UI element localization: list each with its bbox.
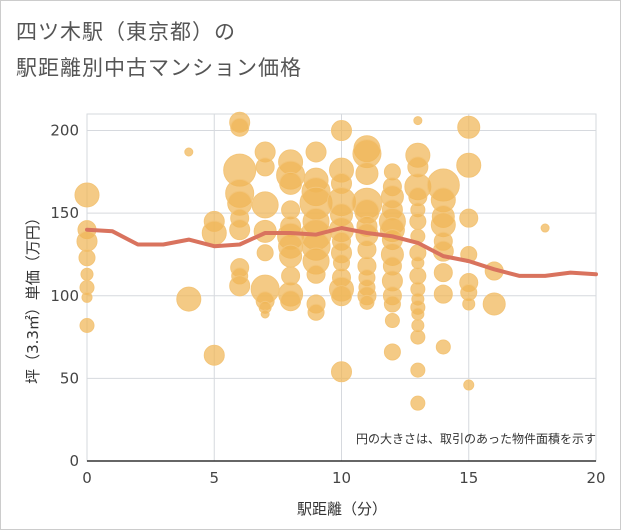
- data-bubble: [230, 117, 250, 137]
- data-bubble: [331, 361, 352, 383]
- bubble-size-note: 円の大きさは、取引のあった物件面積を示す: [356, 431, 596, 446]
- data-bubble: [76, 230, 98, 252]
- data-bubble: [184, 147, 194, 157]
- data-bubble: [331, 120, 352, 142]
- data-bubble: [409, 212, 427, 230]
- data-bubble: [256, 244, 274, 262]
- data-bubble: [411, 256, 425, 270]
- x-tick-label: 5: [209, 469, 219, 487]
- y-tick-label: 50: [60, 369, 79, 387]
- data-bubble: [81, 291, 93, 303]
- bubble-series: [74, 111, 550, 411]
- data-bubble: [410, 329, 426, 345]
- data-bubble: [410, 362, 426, 378]
- data-bubble: [279, 171, 303, 195]
- data-bubble: [359, 294, 375, 310]
- data-bubble: [307, 303, 325, 321]
- data-bubble: [357, 239, 377, 259]
- data-bubble: [355, 161, 379, 185]
- data-bubble: [79, 318, 95, 334]
- data-bubble: [410, 395, 426, 411]
- axes: 0 50 100 150 200 0 5 10 15 20: [50, 122, 605, 487]
- y-axis-label: 坪（3.3㎡）単価（万円）: [24, 210, 42, 384]
- data-bubble: [251, 191, 279, 219]
- data-bubble: [176, 286, 202, 312]
- y-tick-label: 100: [50, 287, 79, 305]
- data-bubble: [384, 313, 400, 329]
- data-bubble: [80, 267, 94, 281]
- data-bubble: [279, 244, 303, 268]
- data-bubble: [457, 115, 481, 139]
- chart-title-line-1: 四ツ木駅（東京都）の: [16, 20, 236, 44]
- x-tick-label: 0: [82, 469, 92, 487]
- data-bubble: [456, 152, 482, 178]
- data-bubble: [229, 219, 251, 241]
- data-bubble: [255, 157, 275, 177]
- data-bubble: [260, 309, 270, 319]
- trend-line-series: [85, 226, 598, 278]
- data-bubble: [411, 307, 425, 321]
- data-bubble: [482, 292, 506, 316]
- data-bubble: [462, 297, 476, 311]
- data-bubble: [74, 182, 100, 208]
- data-bubble: [409, 267, 427, 285]
- average-price-line: [85, 226, 598, 278]
- data-bubble: [383, 343, 401, 361]
- data-bubble: [413, 116, 423, 126]
- data-bubble: [433, 284, 453, 304]
- data-bubble: [540, 223, 550, 233]
- x-tick-label: 20: [586, 469, 605, 487]
- data-bubble: [459, 208, 479, 228]
- data-bubble: [433, 263, 453, 283]
- x-axis-label: 駅距離（分）: [297, 500, 387, 518]
- data-bubble: [305, 141, 327, 163]
- chart-title-line-2: 駅距離別中古マンション価格: [16, 56, 302, 80]
- y-tick-label: 200: [50, 122, 79, 140]
- data-bubble: [201, 220, 227, 246]
- data-bubble: [331, 285, 352, 307]
- data-bubble: [280, 290, 302, 312]
- data-bubble: [463, 379, 475, 391]
- y-tick-label: 150: [50, 204, 79, 222]
- data-bubble: [306, 264, 326, 284]
- data-bubble: [78, 249, 96, 267]
- data-bubble: [383, 295, 401, 313]
- x-tick-label: 10: [332, 469, 351, 487]
- data-bubble: [435, 339, 451, 355]
- x-tick-label: 15: [459, 469, 478, 487]
- data-bubble: [203, 344, 225, 366]
- y-tick-label: 0: [69, 452, 79, 470]
- data-bubble: [229, 275, 251, 297]
